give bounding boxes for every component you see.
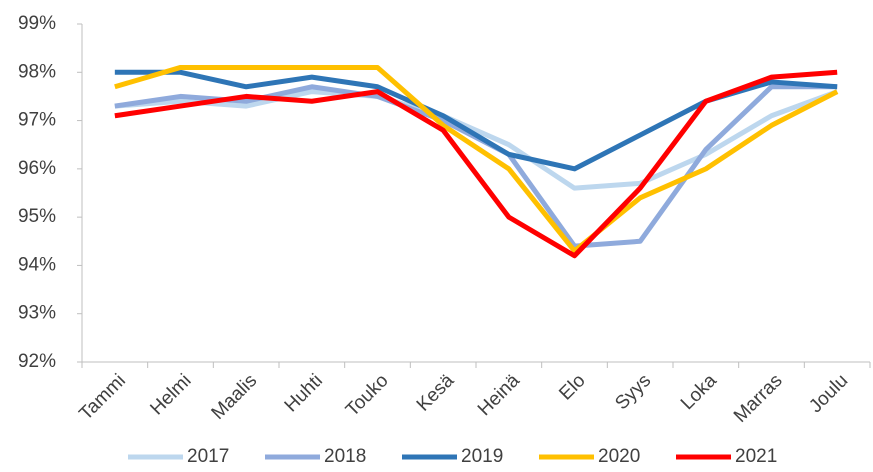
- y-tick-label: 97%: [18, 110, 56, 131]
- x-tick-label: Loka: [677, 370, 721, 414]
- x-tick-label: Joulu: [805, 370, 852, 417]
- series-line: [114, 69, 838, 259]
- x-tick-label: Maalis: [208, 370, 262, 424]
- x-tick-label: Huhti: [281, 370, 327, 416]
- legend-label: 2017: [187, 446, 229, 467]
- x-tick-label: Syys: [611, 370, 655, 414]
- y-tick-label: 93%: [18, 303, 56, 324]
- x-tick-label: Marras: [730, 370, 787, 427]
- legend-label: 2021: [735, 446, 777, 467]
- y-tick-label: 94%: [18, 254, 56, 275]
- x-tick-label: Heinä: [474, 370, 524, 420]
- series-line: [114, 89, 839, 191]
- y-tick-label: 98%: [18, 61, 56, 82]
- legend-label: 2018: [324, 446, 366, 467]
- y-tick-label: 92%: [18, 351, 56, 372]
- x-tick-label: Helmi: [146, 370, 195, 419]
- x-tick-label: Tammi: [76, 370, 130, 424]
- series-line: [114, 84, 838, 249]
- y-tick-label: 99%: [18, 13, 56, 34]
- x-tick-label: Touko: [342, 370, 393, 421]
- x-tick-label: Kesä: [413, 370, 459, 416]
- x-tick-label: Elo: [555, 370, 589, 404]
- y-tick-label: 96%: [18, 158, 56, 179]
- series-line: [114, 64, 839, 254]
- y-tick-label: 95%: [18, 206, 56, 227]
- legend-label: 2019: [461, 446, 503, 467]
- legend-label: 2020: [598, 446, 640, 467]
